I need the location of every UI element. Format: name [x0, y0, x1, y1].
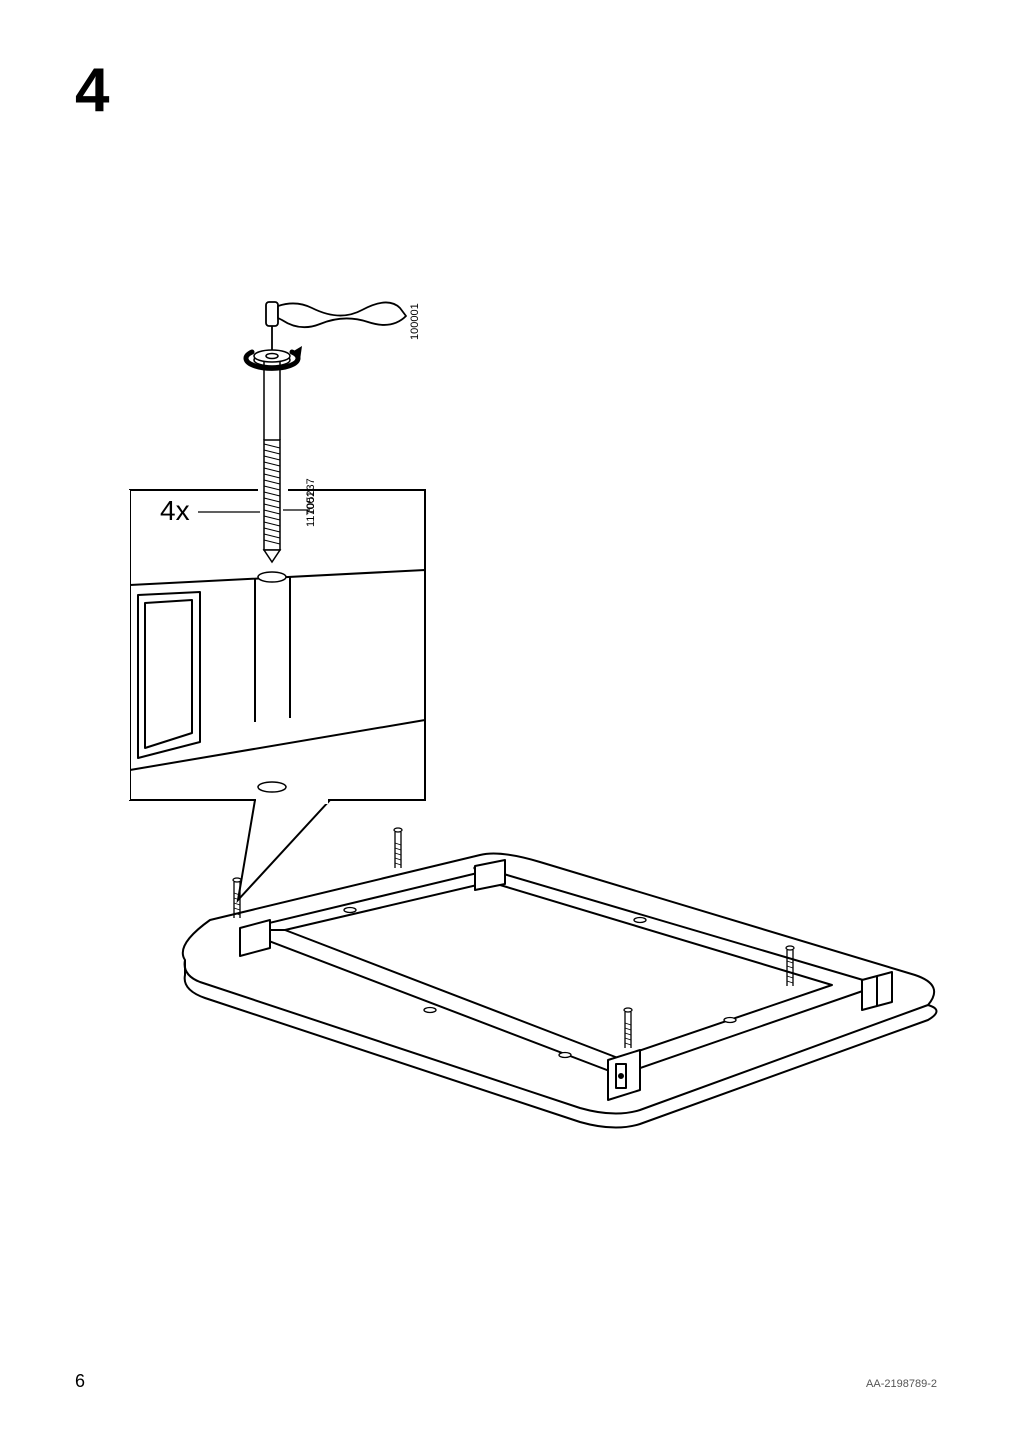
- corner-bolt-2: [394, 828, 402, 868]
- bolt-part-b: 117001: [305, 491, 317, 527]
- callout-pointer: [238, 800, 330, 900]
- main-assembly: [183, 828, 937, 1128]
- page: 4: [0, 0, 1012, 1432]
- corner-bracket-far: [475, 860, 505, 890]
- top-hole: [258, 572, 286, 582]
- page-number: 6: [75, 1371, 85, 1392]
- bottom-hole: [258, 782, 286, 792]
- assembly-diagram: 4x 105237 117001 100001: [0, 0, 1012, 1432]
- tool-part: 100001: [409, 303, 421, 340]
- document-code: AA-2198789-2: [866, 1378, 937, 1390]
- corner-bolt-1: [233, 878, 241, 918]
- quantity-label: 4x: [160, 495, 190, 526]
- detail-box-group: 4x 105237 117001 100001: [126, 302, 425, 900]
